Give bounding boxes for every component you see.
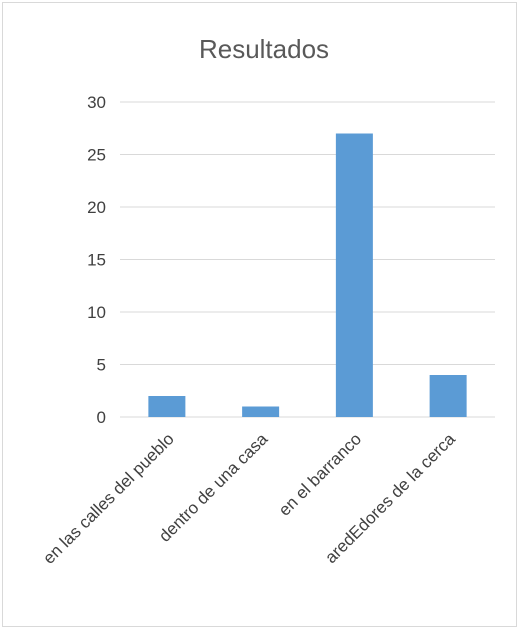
y-tick-label-20: 20 (87, 198, 106, 217)
bar-2 (335, 133, 373, 417)
y-axis-ticks: 0 5 10 15 20 25 30 (87, 93, 106, 427)
gridlines (120, 101, 495, 418)
bar-0 (148, 396, 186, 417)
x-tick-label-0: en las calles del pueblo (39, 429, 177, 567)
y-tick-label-5: 5 (97, 356, 106, 375)
bar-1 (242, 406, 280, 417)
y-tick-label-15: 15 (87, 251, 106, 270)
y-tick-label-0: 0 (97, 408, 106, 427)
y-tick-label-25: 25 (87, 146, 106, 165)
x-tick-label-2: en el barranco (275, 429, 365, 519)
y-tick-label-30: 30 (87, 93, 106, 112)
y-tick-label-10: 10 (87, 303, 106, 322)
chart-title: Resultados (199, 34, 329, 64)
bar-3 (429, 375, 467, 417)
bars (148, 133, 467, 417)
